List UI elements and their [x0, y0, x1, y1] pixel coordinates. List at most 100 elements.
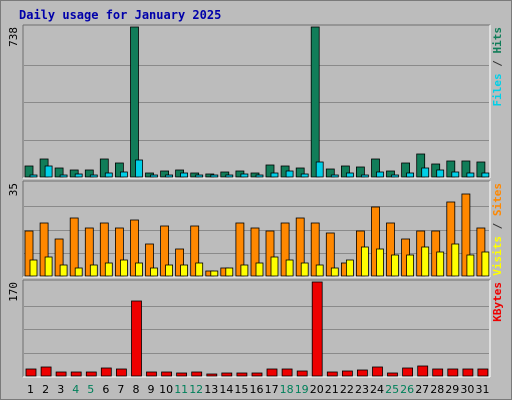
bar-hits-17	[265, 164, 275, 178]
bar-kbytes-5	[85, 371, 97, 377]
x-tick-label-26: 26	[400, 383, 414, 396]
x-tick-label-13: 13	[204, 383, 218, 396]
bar-files-12	[195, 174, 204, 178]
bar-hits-29	[446, 160, 456, 178]
bar-visits-3	[59, 264, 68, 277]
bar-sites-2	[39, 222, 49, 277]
x-tick-label-30: 30	[460, 383, 474, 396]
bar-sites-15	[235, 222, 245, 277]
bar-kbytes-23	[356, 369, 368, 377]
bar-visits-21	[330, 267, 339, 277]
x-tick-label-27: 27	[415, 383, 429, 396]
bar-kbytes-17	[266, 368, 278, 377]
bar-sites-10	[160, 225, 170, 277]
bar-visits-19	[300, 262, 309, 277]
x-tick-label-6: 6	[102, 383, 109, 396]
bar-files-24	[376, 171, 384, 178]
bar-kbytes-15	[236, 372, 248, 377]
y-max-label: 170	[7, 282, 20, 302]
chart-panels: 738 Files / Hits 35 Visits / Sites 170 KBytes	[7, 24, 504, 378]
bar-visits-10	[165, 264, 174, 277]
bar-sites-9	[145, 243, 154, 277]
bar-files-13	[210, 174, 219, 178]
x-tick-label-17: 17	[265, 383, 279, 396]
bar-kbytes-18	[281, 368, 293, 377]
bar-kbytes-9	[146, 371, 157, 377]
legend-entry: KBytes	[491, 282, 504, 322]
bar-kbytes-4	[70, 371, 82, 377]
bar-files-2	[44, 165, 53, 178]
bar-files-27	[421, 167, 430, 178]
bar-hits-24	[371, 158, 380, 178]
bar-files-22	[345, 172, 354, 178]
bar-hits-19	[295, 167, 305, 178]
bar-visits-28	[436, 251, 445, 277]
x-tick-label-18: 18	[280, 383, 294, 396]
legend-sites-visits: Visits / Sites	[491, 183, 504, 276]
bar-kbytes-30	[462, 368, 474, 377]
bar-visits-30	[466, 254, 475, 277]
bar-kbytes-22	[341, 370, 353, 377]
bar-visits-12	[195, 262, 204, 277]
bar-files-21	[330, 174, 339, 178]
bar-files-7	[120, 171, 128, 178]
bar-sites-1	[24, 230, 34, 277]
bar-kbytes-25	[387, 372, 398, 377]
bar-files-26	[406, 172, 415, 178]
bar-hits-23	[355, 166, 365, 178]
x-tick-label-3: 3	[57, 383, 64, 396]
bar-kbytes-31	[477, 368, 489, 377]
bar-sites-19	[295, 217, 305, 277]
x-tick-label-2: 2	[42, 383, 49, 396]
bar-kbytes-10	[161, 371, 173, 377]
bar-visits-25	[391, 254, 399, 277]
bar-hits-3	[54, 167, 64, 178]
bar-sites-21	[325, 232, 335, 277]
bar-kbytes-24	[372, 366, 383, 377]
bar-visits-15	[240, 264, 249, 277]
bar-hits-14	[220, 171, 230, 178]
bar-visits-11	[180, 264, 189, 277]
bar-files-10	[165, 174, 174, 178]
bar-kbytes-19	[296, 370, 308, 377]
x-tick-label-14: 14	[219, 383, 233, 396]
bar-sites-25	[386, 222, 395, 277]
x-tick-label-12: 12	[189, 383, 203, 396]
bar-visits-27	[421, 246, 430, 277]
bar-kbytes-1	[25, 368, 37, 377]
x-axis-labels: 1 2 3 4 5 6 7 8 9 10 11 12 13 14 15 16 17 18 19 20 21 22 23 24 2…	[27, 383, 490, 396]
bar-files-9	[150, 174, 158, 178]
bar-sites-3	[54, 238, 64, 277]
legend-kbytes: KBytes	[491, 282, 504, 322]
y-max-label: 35	[7, 183, 20, 196]
bar-hits-10	[160, 170, 170, 178]
bar-files-8	[135, 159, 143, 178]
x-tick-label-8: 8	[133, 383, 140, 396]
bar-hits-27	[416, 153, 426, 178]
bar-files-4	[74, 173, 83, 178]
bar-kbytes-14	[221, 372, 233, 377]
bar-visits-18	[285, 259, 294, 277]
bar-files-6	[104, 172, 113, 178]
bar-hits-30	[461, 160, 471, 178]
bar-hits-4	[69, 169, 79, 178]
bar-sites-7	[115, 227, 124, 277]
bar-files-30	[466, 172, 475, 178]
bar-files-15	[240, 173, 249, 178]
bar-sites-24	[371, 206, 380, 277]
bar-hits-26	[401, 162, 411, 178]
panel-sites-visits: 35 Visits / Sites	[7, 180, 504, 278]
bar-visits-20	[315, 264, 324, 277]
bar-visits-14	[225, 267, 234, 277]
x-tick-label-21: 21	[325, 383, 339, 396]
bar-sites-20	[310, 222, 320, 277]
x-tick-label-4: 4	[72, 383, 79, 396]
x-tick-label-31: 31	[476, 383, 490, 396]
x-tick-label-24: 24	[370, 383, 384, 396]
bar-kbytes-28	[432, 368, 444, 377]
bar-sites-16	[250, 227, 260, 277]
bar-files-25	[391, 174, 399, 178]
bar-hits-1	[24, 165, 34, 178]
bar-kbytes-13	[206, 373, 218, 377]
